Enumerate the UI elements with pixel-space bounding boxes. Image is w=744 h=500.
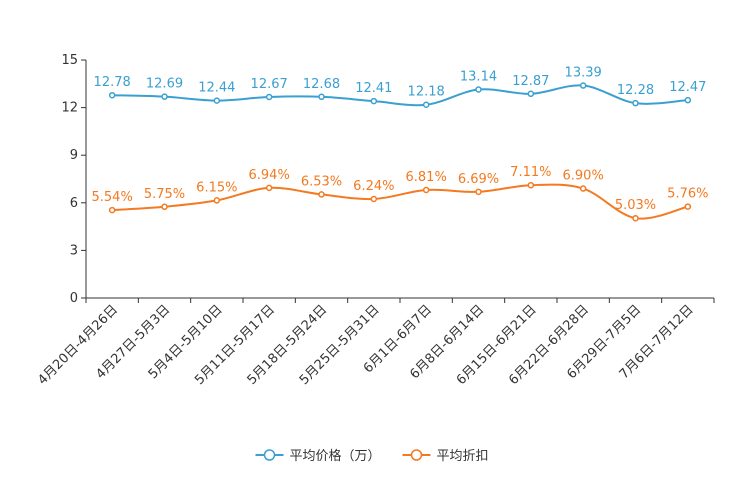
legend-marker-2[interactable] — [410, 449, 423, 461]
series-1-point[interactable] — [632, 99, 639, 107]
series-2-point[interactable] — [265, 184, 273, 192]
series-2-data-label: 6.69% — [458, 172, 499, 187]
series-1-data-label: 12.28 — [617, 83, 654, 98]
series-2-data-label: 5.76% — [667, 187, 708, 202]
legend-label-2: 平均折扣 — [437, 449, 489, 464]
series-1-data-label: 12.68 — [303, 77, 340, 92]
y-tick-label: 3 — [70, 243, 78, 258]
series-2-point[interactable] — [108, 206, 116, 214]
series-2-data-label: 6.94% — [249, 168, 290, 183]
legend-label-1: 平均价格（万） — [290, 448, 381, 464]
series-1-point[interactable] — [475, 86, 482, 93]
series-1-data-label: 12.44 — [198, 81, 235, 96]
series-1-data-label: 12.69 — [146, 77, 183, 92]
series-1-point[interactable] — [579, 82, 587, 89]
series-2-data-label: 5.54% — [92, 190, 133, 205]
series-1-data-label: 12.18 — [408, 85, 445, 100]
series-1-data-label: 12.78 — [94, 75, 131, 90]
series-2-point[interactable] — [161, 203, 168, 211]
series-2-point[interactable] — [579, 185, 587, 192]
series-2-point[interactable] — [370, 195, 378, 203]
series-2-point[interactable] — [422, 186, 430, 194]
series-1-point[interactable] — [265, 93, 273, 101]
series-2-data-label: 6.53% — [301, 174, 342, 189]
series-1-point[interactable] — [213, 97, 221, 104]
series-2-data-label: 6.81% — [406, 170, 447, 185]
y-tick-label: 6 — [70, 196, 78, 211]
series-1-point[interactable] — [108, 91, 116, 99]
y-tick-label: 9 — [70, 148, 78, 163]
series-2-data-label: 7.11% — [510, 165, 551, 180]
y-tick-label: 0 — [70, 291, 78, 306]
series-1-point[interactable] — [422, 101, 430, 108]
series-2-point[interactable] — [632, 214, 639, 222]
y-tick-label: 12 — [61, 101, 78, 116]
series-2-data-label: 6.24% — [353, 179, 394, 194]
series-1-data-label: 13.39 — [565, 66, 602, 81]
series-2-point[interactable] — [475, 188, 482, 196]
series-1-point[interactable] — [684, 96, 692, 104]
y-tick-label: 15 — [61, 53, 78, 68]
series-2-data-label: 6.90% — [563, 169, 604, 184]
series-2-point[interactable] — [318, 191, 325, 198]
series-line-1 — [112, 84, 688, 107]
series-2-data-label: 5.75% — [144, 187, 185, 202]
series-2-data-label: 5.03% — [615, 198, 656, 213]
series-2-point[interactable] — [684, 203, 692, 210]
series-1-data-label: 12.47 — [669, 80, 706, 95]
series-2-point[interactable] — [213, 197, 221, 204]
series-2-point[interactable] — [527, 181, 535, 189]
series-1-point[interactable] — [161, 93, 168, 100]
series-1-point[interactable] — [527, 90, 535, 98]
series-1-point[interactable] — [318, 93, 325, 101]
series-1-data-label: 12.67 — [251, 77, 288, 92]
series-line-2 — [112, 183, 689, 220]
series-2-data-label: 6.15% — [196, 180, 237, 195]
series-1-point[interactable] — [370, 97, 378, 105]
legend-marker-1[interactable] — [263, 449, 276, 461]
series-1-data-label: 12.87 — [512, 74, 549, 89]
series-1-data-label: 12.41 — [355, 81, 392, 96]
series-1-data-label: 13.14 — [460, 70, 497, 85]
